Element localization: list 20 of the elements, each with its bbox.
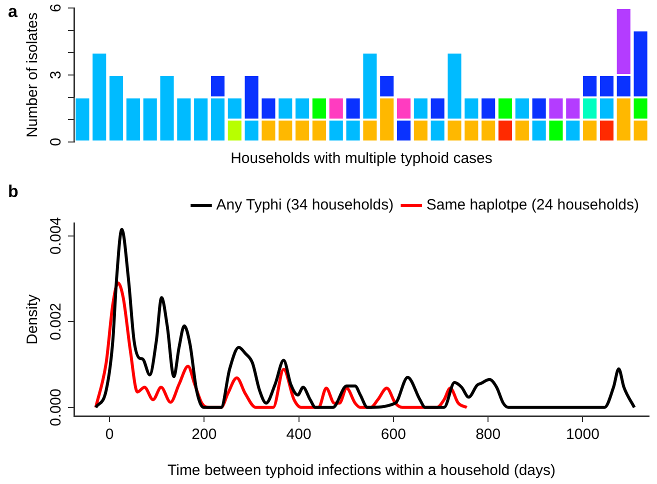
y-tick-label: 0.000 [48, 388, 65, 426]
y-axis-title: Number of isolates [24, 12, 42, 138]
legend-label: Same haplotpe (24 households) [426, 196, 640, 214]
x-tick-label: 400 [286, 426, 312, 444]
x-tick-label: 1000 [566, 426, 600, 444]
y-tick-label: 0.002 [48, 302, 65, 340]
x-tick-label: 600 [380, 426, 406, 444]
x-tick-label: 0 [105, 426, 114, 444]
y-tick-label: 3 [48, 70, 65, 80]
y-axis-title: Density [24, 294, 42, 345]
y-tick-label: 0 [48, 138, 65, 146]
legend-label: Any Typhi (34 households) [216, 196, 394, 214]
text: b [8, 182, 18, 202]
text: a [8, 2, 18, 22]
y-tick-label: 0.004 [48, 217, 65, 255]
x-tick-label: 800 [476, 426, 501, 444]
x-axis-title: Households with multiple typhoid cases [230, 150, 492, 168]
x-tick-label: 200 [192, 426, 217, 444]
y-tick-label: 6 [48, 4, 65, 12]
x-axis-title: Time between typhoid infections within a household (days) [168, 462, 556, 480]
